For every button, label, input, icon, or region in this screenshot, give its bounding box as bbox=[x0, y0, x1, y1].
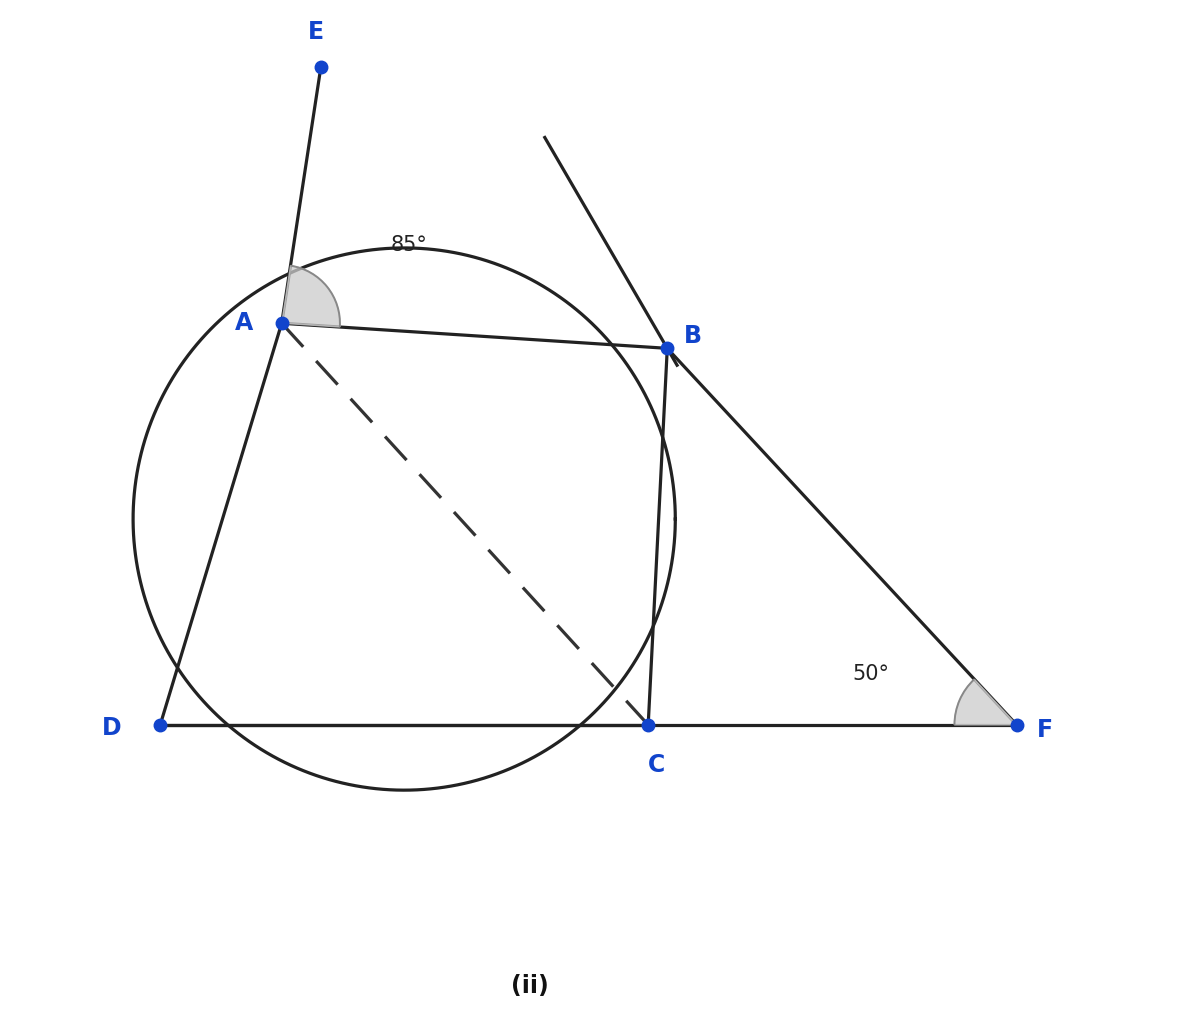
Text: D: D bbox=[102, 716, 122, 740]
Polygon shape bbox=[954, 679, 1016, 725]
Polygon shape bbox=[282, 266, 340, 327]
Text: B: B bbox=[683, 325, 701, 348]
Text: F: F bbox=[1037, 718, 1052, 742]
Text: C: C bbox=[648, 753, 665, 777]
Text: (ii): (ii) bbox=[511, 974, 548, 998]
Text: 50°: 50° bbox=[853, 664, 889, 684]
Text: E: E bbox=[307, 20, 324, 44]
Text: A: A bbox=[234, 312, 253, 335]
Text: 85°: 85° bbox=[391, 234, 427, 254]
